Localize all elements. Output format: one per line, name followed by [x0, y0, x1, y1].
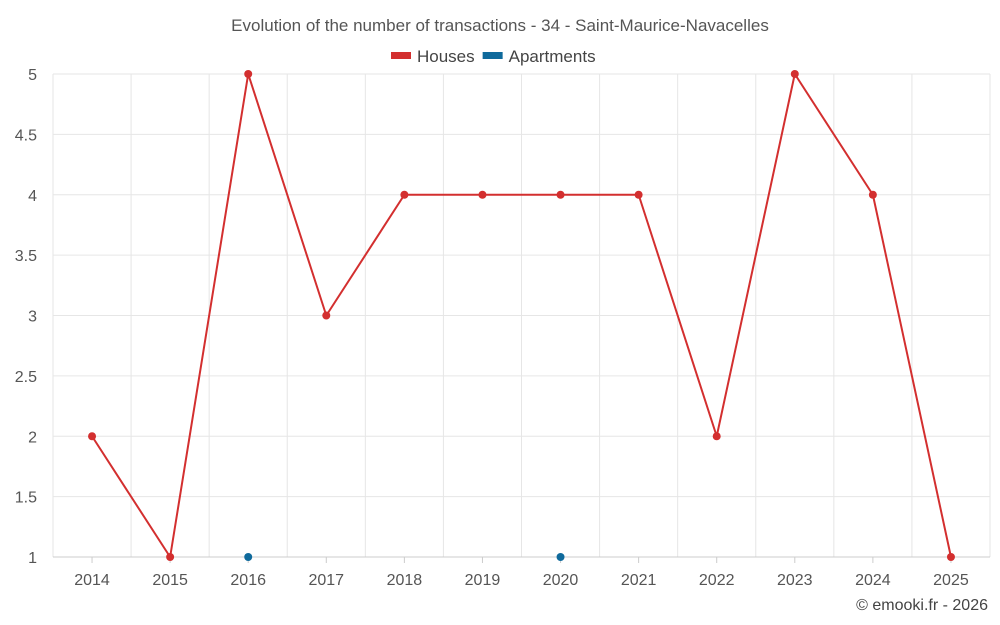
data-point[interactable] — [556, 553, 565, 561]
y-tick-label: 1.5 — [15, 490, 37, 507]
data-point[interactable] — [478, 190, 487, 199]
data-point[interactable] — [868, 190, 877, 199]
data-point[interactable] — [244, 553, 253, 561]
data-point[interactable] — [946, 553, 955, 561]
y-tick-label: 2 — [28, 429, 37, 446]
gridlines — [52, 73, 991, 558]
x-tick-label: 2017 — [308, 572, 344, 589]
y-tick-label: 4 — [28, 188, 37, 205]
credit-text: © emooki.fr - 2026 — [856, 597, 988, 614]
series-line — [91, 73, 952, 558]
x-tick-label: 2022 — [699, 572, 735, 589]
x-axis: 2014 2015 2016 2017 2018 2019 2020 2021 2022 2023… — [53, 556, 990, 589]
legend-item-houses[interactable]: Houses — [391, 47, 475, 66]
x-tick-label: 2015 — [152, 572, 188, 589]
data-point[interactable] — [790, 70, 799, 78]
x-tick-label: 2023 — [777, 572, 813, 589]
y-axis: 1 1.5 2 2.5 3 3.5 4 4.5 5 — [15, 67, 37, 567]
legend: Houses Apartments — [391, 47, 596, 66]
y-tick-label: 4.5 — [15, 127, 37, 144]
y-tick-label: 1 — [28, 550, 37, 567]
data-point[interactable] — [166, 553, 175, 561]
legend-swatch — [391, 52, 411, 59]
x-tick-label: 2014 — [74, 572, 110, 589]
x-tick-label: 2021 — [621, 572, 657, 589]
x-tick-label: 2025 — [933, 572, 969, 589]
legend-label: Houses — [417, 47, 475, 66]
chart-title: Evolution of the number of transactions … — [231, 16, 769, 35]
series-houses — [88, 70, 955, 561]
data-point[interactable] — [556, 190, 565, 199]
x-tick-label: 2018 — [387, 572, 423, 589]
y-tick-label: 5 — [28, 67, 37, 84]
y-tick-label: 3.5 — [15, 248, 37, 265]
y-tick-label: 2.5 — [15, 369, 37, 386]
data-point[interactable] — [712, 432, 721, 441]
data-point[interactable] — [322, 311, 331, 320]
data-point[interactable] — [244, 70, 253, 78]
series-layer — [88, 70, 955, 561]
data-point[interactable] — [634, 190, 643, 199]
y-tick-label: 3 — [28, 309, 37, 326]
x-tick-label: 2020 — [543, 572, 579, 589]
legend-item-apartments[interactable]: Apartments — [482, 47, 596, 66]
x-tick-label: 2019 — [465, 572, 501, 589]
legend-swatch — [482, 52, 503, 59]
data-point[interactable] — [88, 432, 97, 441]
series-apartments — [244, 553, 565, 561]
legend-label: Apartments — [509, 47, 596, 66]
x-tick-label: 2016 — [230, 572, 266, 589]
data-point[interactable] — [400, 190, 409, 199]
x-tick-label: 2024 — [855, 572, 891, 589]
